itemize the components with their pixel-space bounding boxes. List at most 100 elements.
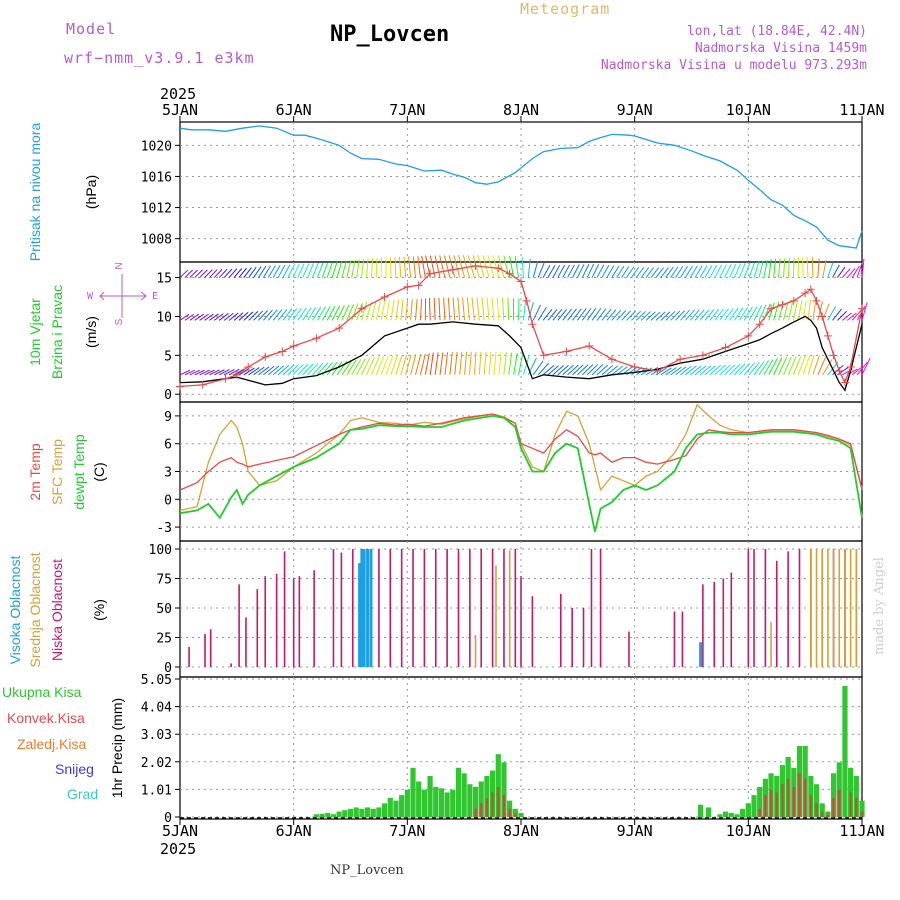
wind-arrow <box>253 366 265 376</box>
cloud-bar <box>599 549 602 667</box>
wind-arrow <box>837 310 848 321</box>
wind-speed-marker <box>755 320 764 329</box>
cloud-bar <box>764 549 767 667</box>
precip-conv-bar <box>474 808 477 817</box>
wind-arrow <box>341 260 347 278</box>
top-date-label: 11JAN <box>839 101 884 119</box>
wind-arrow <box>412 256 417 278</box>
wind-arrow <box>263 365 275 376</box>
wind-arrow <box>439 255 446 278</box>
wind-arrow <box>532 261 539 278</box>
wind-arrow <box>429 352 434 375</box>
lonlat-info: lon,lat (18.84E, 42.4N) <box>686 24 867 39</box>
bottom-date-label: 8JAN <box>503 822 539 840</box>
precip-conv-bar <box>820 811 824 817</box>
wind-speed-marker <box>823 331 832 340</box>
wind-arrow <box>287 308 298 321</box>
wind-arrow <box>448 255 456 278</box>
wind-arrow <box>508 352 513 375</box>
precip-total-bar <box>444 792 450 817</box>
wind-arrow <box>645 267 655 278</box>
wind-arrow <box>787 258 790 278</box>
wind-arrow <box>223 368 235 376</box>
wind-arrow <box>415 299 418 321</box>
wind-arrow <box>219 369 230 376</box>
wind-speed-marker <box>846 363 855 371</box>
wind-title: 10m Vjetar <box>27 298 43 366</box>
cloud-bar <box>753 549 755 667</box>
precip-total-bar <box>751 795 757 817</box>
wind-arrow <box>233 268 243 278</box>
cloud-bar <box>245 617 247 667</box>
wind-ylabel: (m/s) <box>83 316 99 348</box>
cloud-bar <box>491 549 494 667</box>
wind-speed-marker <box>801 289 810 298</box>
wind-arrow <box>552 309 563 321</box>
cloud-bar <box>480 549 483 667</box>
cloud-bar <box>204 633 206 667</box>
wind-arrow <box>476 297 480 321</box>
precip-total-bar <box>734 814 740 817</box>
precip-conv-bar <box>809 795 813 817</box>
wind-arrow <box>841 268 851 278</box>
precip-total-bar <box>830 773 837 817</box>
wind-arrow <box>572 364 584 376</box>
cloud-high-title: Visoka Oblacnost <box>7 556 23 665</box>
wind-arrow <box>370 356 380 375</box>
cloud-bar <box>457 549 460 667</box>
wind-speed-marker <box>505 269 514 278</box>
wind-arrow <box>758 260 764 278</box>
wind-arrow <box>758 304 767 321</box>
wind-arrow <box>783 301 789 321</box>
precip-total-bar <box>461 773 467 817</box>
wind-arrow <box>248 266 257 278</box>
wind-arrow <box>263 309 273 321</box>
precip-total-bar <box>438 788 445 817</box>
wind-arrow <box>714 308 725 321</box>
wind-arrow <box>341 360 353 376</box>
wind-arrow <box>842 312 852 321</box>
wind-arrow <box>189 313 200 321</box>
precip-total-bar <box>450 789 456 817</box>
precip-total-bar <box>364 807 371 817</box>
wind-arrow <box>492 255 500 278</box>
wind-arrow <box>471 297 475 321</box>
wind-arrow <box>370 258 374 278</box>
precip-total-bar <box>455 767 462 817</box>
wind-arrow <box>410 299 413 321</box>
cloud-bar <box>815 549 818 667</box>
wind-arrow <box>572 264 580 278</box>
wind-arrow <box>660 311 671 321</box>
wind-arrow <box>267 309 278 321</box>
wind-arrow <box>459 351 463 375</box>
wind-arrow <box>773 258 777 278</box>
wind-arrow <box>419 298 423 321</box>
wind-arrow <box>488 351 492 375</box>
wind-arrow <box>743 306 753 321</box>
wind-speed-marker <box>278 347 287 356</box>
wind-arrow <box>596 364 609 376</box>
wind-arrow <box>462 255 470 278</box>
precip-total-bar <box>359 808 365 817</box>
wind-arrow <box>596 264 605 278</box>
cloud-bar <box>559 593 562 667</box>
temp-tick-label: 3 <box>164 466 172 481</box>
wind-arrow <box>434 352 439 375</box>
wind-arrow <box>375 356 385 375</box>
wind-arrow <box>468 351 472 375</box>
precip-conv-bar <box>803 778 807 817</box>
cloud-bar <box>264 576 267 667</box>
wind-arrow <box>567 264 575 278</box>
cloud-bar <box>360 549 364 667</box>
wind-arrow <box>640 311 651 321</box>
wind-arrow <box>438 297 441 321</box>
precip-total-bar <box>330 814 337 817</box>
precip-conv-bar <box>491 792 494 817</box>
cloud-tick-label: 0 <box>164 661 172 676</box>
cloud-bar <box>292 578 295 667</box>
wind-arrow <box>184 369 195 376</box>
wind-arrow <box>498 351 502 375</box>
wind-speed-marker <box>335 324 344 333</box>
wind-arrow <box>302 307 312 321</box>
wind-arrow <box>631 367 643 376</box>
